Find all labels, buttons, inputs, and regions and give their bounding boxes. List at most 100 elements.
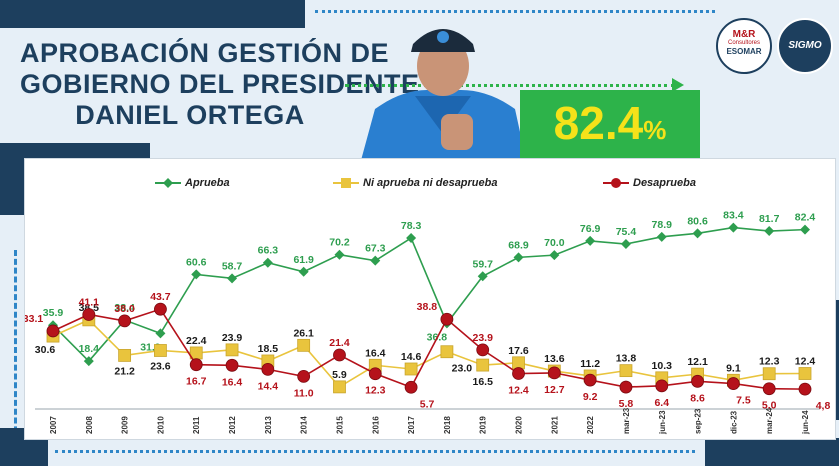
x-tick-label: 2011 xyxy=(192,416,201,434)
title-line-2: GOBIERNO DEL PRESIDENTE xyxy=(20,69,420,99)
data-label: 18.4 xyxy=(79,343,100,355)
data-label: 14.4 xyxy=(258,380,279,392)
data-label: 5.7 xyxy=(420,398,435,410)
data-point-desaprueba xyxy=(82,308,96,321)
data-point-aprueba xyxy=(155,328,166,339)
mr-consultores-logo: M&R Consultores ESOMAR xyxy=(716,18,772,74)
data-label: 12.3 xyxy=(365,385,386,397)
x-tick-label: 2021 xyxy=(550,416,559,434)
data-point-neutral xyxy=(333,380,346,394)
data-point-aprueba xyxy=(298,266,309,277)
data-point-desaprueba xyxy=(440,312,454,326)
data-point-aprueba xyxy=(728,222,739,233)
data-point-neutral xyxy=(118,349,132,362)
title-line-3: DANIEL ORTEGA xyxy=(75,100,305,130)
data-point-desaprueba xyxy=(225,358,239,372)
data-point-aprueba xyxy=(406,233,417,244)
data-point-aprueba xyxy=(800,224,810,235)
x-tick-label: 2016 xyxy=(371,416,380,434)
x-tick-label: mar-24 xyxy=(765,407,774,434)
data-point-desaprueba xyxy=(368,367,382,381)
x-tick-label: dic-23 xyxy=(729,410,738,434)
data-label: 78.9 xyxy=(652,219,673,231)
top-dotted-line xyxy=(315,10,715,13)
data-label: 16.5 xyxy=(472,376,493,388)
data-label: 18.5 xyxy=(258,343,279,355)
data-label: 82.4 xyxy=(795,212,816,224)
data-point-desaprueba xyxy=(762,382,776,396)
data-point-desaprueba xyxy=(512,367,525,380)
data-label: 21.2 xyxy=(114,365,135,377)
data-point-desaprueba xyxy=(476,343,490,357)
data-label: 12.3 xyxy=(759,356,780,368)
data-label: 60.6 xyxy=(186,256,207,268)
data-label: 83.4 xyxy=(723,210,744,222)
x-tick-label: 2007 xyxy=(49,416,58,434)
sigmo-logo: SIGMO xyxy=(777,18,833,74)
data-label: 61.9 xyxy=(293,254,314,266)
data-point-aprueba xyxy=(692,228,703,239)
decor-dotted-bottom xyxy=(55,450,695,453)
x-tick-label: 2015 xyxy=(335,416,344,434)
data-point-aprueba xyxy=(656,231,667,242)
data-label: 11.2 xyxy=(580,358,600,370)
data-label: 4,8 xyxy=(816,400,831,412)
data-label: 13.8 xyxy=(616,353,637,365)
data-label: 30.6 xyxy=(35,344,56,356)
data-label: 12.4 xyxy=(508,385,529,397)
data-label: 23.9 xyxy=(472,332,493,344)
series-line-0 xyxy=(52,226,806,363)
data-point-desaprueba xyxy=(619,380,633,394)
headline-value: 82.4% xyxy=(553,97,667,149)
data-point-neutral xyxy=(476,358,490,372)
data-point-desaprueba xyxy=(46,324,60,338)
data-point-neutral xyxy=(762,367,776,381)
data-label: 11.0 xyxy=(294,387,314,399)
legend-aprueba: Aprueba xyxy=(155,177,230,189)
data-label: 26.1 xyxy=(293,327,314,339)
data-point-desaprueba xyxy=(297,369,311,383)
series-line-2 xyxy=(52,308,806,390)
data-point-aprueba xyxy=(477,271,488,282)
data-point-aprueba xyxy=(227,273,238,284)
data-label: 16.7 xyxy=(186,376,207,388)
decor-dashed-left xyxy=(14,250,17,450)
data-label: 12.7 xyxy=(544,384,565,396)
x-tick-label: 2019 xyxy=(479,416,488,434)
data-label: 76.9 xyxy=(580,223,601,235)
president-photo xyxy=(360,29,527,164)
x-tick-label: 2009 xyxy=(121,416,130,434)
data-label: 70.0 xyxy=(544,237,565,249)
page-title: APROBACIÓN GESTIÓN DE GOBIERNO DEL PRESI… xyxy=(20,38,420,131)
data-label: 43.7 xyxy=(150,291,171,303)
data-point-aprueba xyxy=(370,255,381,266)
series-line-1 xyxy=(52,318,806,388)
data-point-neutral xyxy=(440,345,454,359)
data-label: 5.9 xyxy=(332,369,347,381)
data-label: 17.6 xyxy=(508,345,529,357)
legend-aprueba-label: Aprueba xyxy=(185,177,230,189)
top-banner-bar xyxy=(0,0,305,28)
data-point-desaprueba xyxy=(118,314,132,328)
data-point-neutral xyxy=(154,344,167,357)
data-point-desaprueba xyxy=(655,379,669,393)
headline-box: 82.4% xyxy=(520,90,700,160)
x-tick-label: 2008 xyxy=(85,416,94,434)
data-label: 16.4 xyxy=(365,347,386,359)
x-tick-label: jun-24 xyxy=(801,410,810,435)
data-point-desaprueba xyxy=(726,377,740,390)
x-tick-label: 2010 xyxy=(156,416,165,434)
data-label: 78.3 xyxy=(401,220,422,232)
line-chart: 2007 2008 2009 2010 2011 2012 2013 2014 2015 2016… xyxy=(25,210,831,435)
dotted-arrow-line xyxy=(345,84,675,87)
x-tick-label: sep-23 xyxy=(694,408,703,434)
data-point-aprueba xyxy=(191,269,202,280)
data-label: 16.4 xyxy=(222,376,243,388)
title-line-1: APROBACIÓN GESTIÓN DE xyxy=(20,38,390,68)
data-point-desaprueba xyxy=(333,348,346,362)
data-point-desaprueba xyxy=(583,373,597,387)
data-point-aprueba xyxy=(620,239,631,250)
data-label: 33.1 xyxy=(25,313,43,325)
data-point-desaprueba xyxy=(261,362,275,376)
data-label: 70.2 xyxy=(329,237,350,249)
